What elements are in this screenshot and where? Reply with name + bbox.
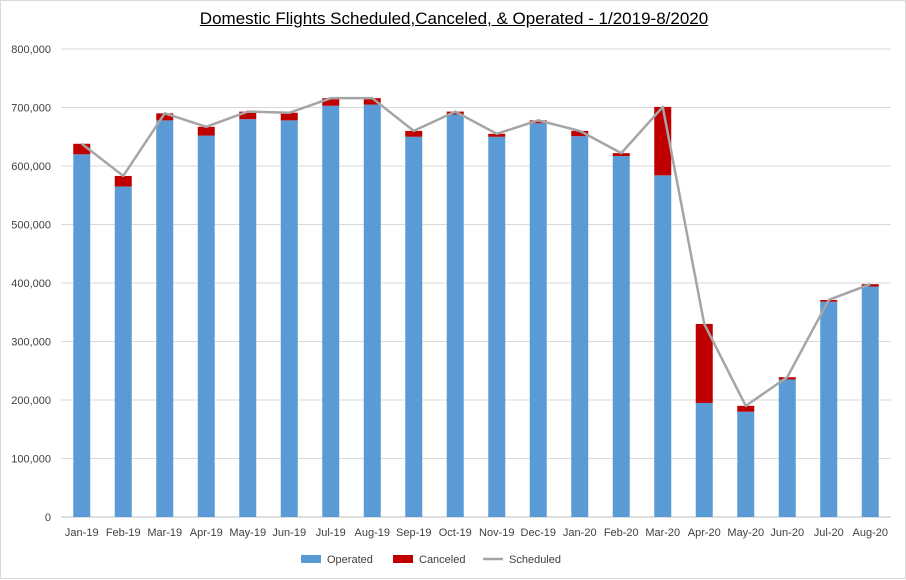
bar-operated-aug-20 — [862, 287, 879, 517]
y-tick-label: 0 — [45, 512, 51, 524]
bar-operated-mar-19 — [156, 120, 173, 517]
y-tick-label: 600,000 — [11, 161, 51, 173]
bar-operated-may-20 — [737, 412, 754, 517]
x-tick-label: Jun-19 — [272, 527, 306, 539]
legend-label: Scheduled — [509, 554, 561, 566]
bar-operated-jun-19 — [281, 120, 298, 517]
x-tick-label: Feb-20 — [604, 527, 639, 539]
bar-operated-apr-19 — [198, 136, 215, 517]
bar-operated-jul-20 — [820, 302, 837, 517]
bar-operated-may-19 — [239, 119, 256, 517]
x-tick-label: Jan-20 — [563, 527, 597, 539]
bar-canceled-feb-19 — [115, 176, 132, 187]
x-tick-label: Sep-19 — [396, 527, 431, 539]
y-tick-label: 800,000 — [11, 44, 51, 56]
legend-swatch — [393, 555, 413, 563]
y-axis: 0 100,000 200,000 300,000 400,000 500,000 600,… — [11, 44, 51, 524]
x-tick-label: Dec-19 — [521, 527, 556, 539]
legend-item-operated[interactable]: Operated — [301, 554, 373, 566]
bar-canceled-apr-19 — [198, 127, 215, 136]
x-tick-label: Jul-19 — [316, 527, 346, 539]
y-tick-label: 400,000 — [11, 278, 51, 290]
bar-operated-jun-20 — [779, 380, 796, 517]
x-tick-label: Mar-19 — [147, 527, 182, 539]
x-tick-label: Aug-20 — [853, 527, 888, 539]
legend-label: Canceled — [419, 554, 465, 566]
bars — [73, 98, 879, 517]
x-tick-label: Apr-20 — [688, 527, 721, 539]
legend-item-canceled[interactable]: Canceled — [393, 554, 465, 566]
legend-item-scheduled[interactable]: Scheduled — [483, 554, 561, 566]
y-tick-label: 100,000 — [11, 454, 51, 466]
x-tick-label: Feb-19 — [106, 527, 141, 539]
legend[interactable]: Operated Canceled Scheduled — [301, 554, 561, 566]
bar-operated-dec-19 — [530, 123, 547, 517]
bar-operated-nov-19 — [488, 137, 505, 517]
y-tick-label: 500,000 — [11, 220, 51, 232]
x-tick-label: May-19 — [229, 527, 266, 539]
bar-operated-aug-19 — [364, 105, 381, 517]
bar-operated-oct-19 — [447, 115, 464, 517]
x-tick-label: May-20 — [727, 527, 764, 539]
x-tick-label: Jan-19 — [65, 527, 99, 539]
x-tick-label: Apr-19 — [190, 527, 223, 539]
bar-operated-apr-20 — [696, 403, 713, 517]
x-tick-label: Jul-20 — [814, 527, 844, 539]
x-tick-label: Oct-19 — [439, 527, 472, 539]
bar-operated-jan-20 — [571, 136, 588, 517]
x-tick-label: Nov-19 — [479, 527, 514, 539]
x-tick-label: Mar-20 — [645, 527, 680, 539]
y-tick-label: 300,000 — [11, 337, 51, 349]
y-tick-label: 700,000 — [11, 103, 51, 115]
x-tick-label: Aug-19 — [355, 527, 390, 539]
bar-operated-jan-19 — [73, 154, 90, 517]
bar-operated-feb-19 — [115, 186, 132, 517]
bar-operated-mar-20 — [654, 175, 671, 517]
bar-operated-sep-19 — [405, 137, 422, 517]
bar-operated-feb-20 — [613, 156, 630, 517]
bar-operated-jul-19 — [322, 106, 339, 517]
y-tick-label: 200,000 — [11, 395, 51, 407]
legend-label: Operated — [327, 554, 373, 566]
x-axis: Jan-19 Feb-19 Mar-19 Apr-19 May-19 Jun-19 Jul-… — [65, 527, 888, 539]
legend-swatch — [301, 555, 321, 563]
x-tick-label: Jun-20 — [770, 527, 804, 539]
